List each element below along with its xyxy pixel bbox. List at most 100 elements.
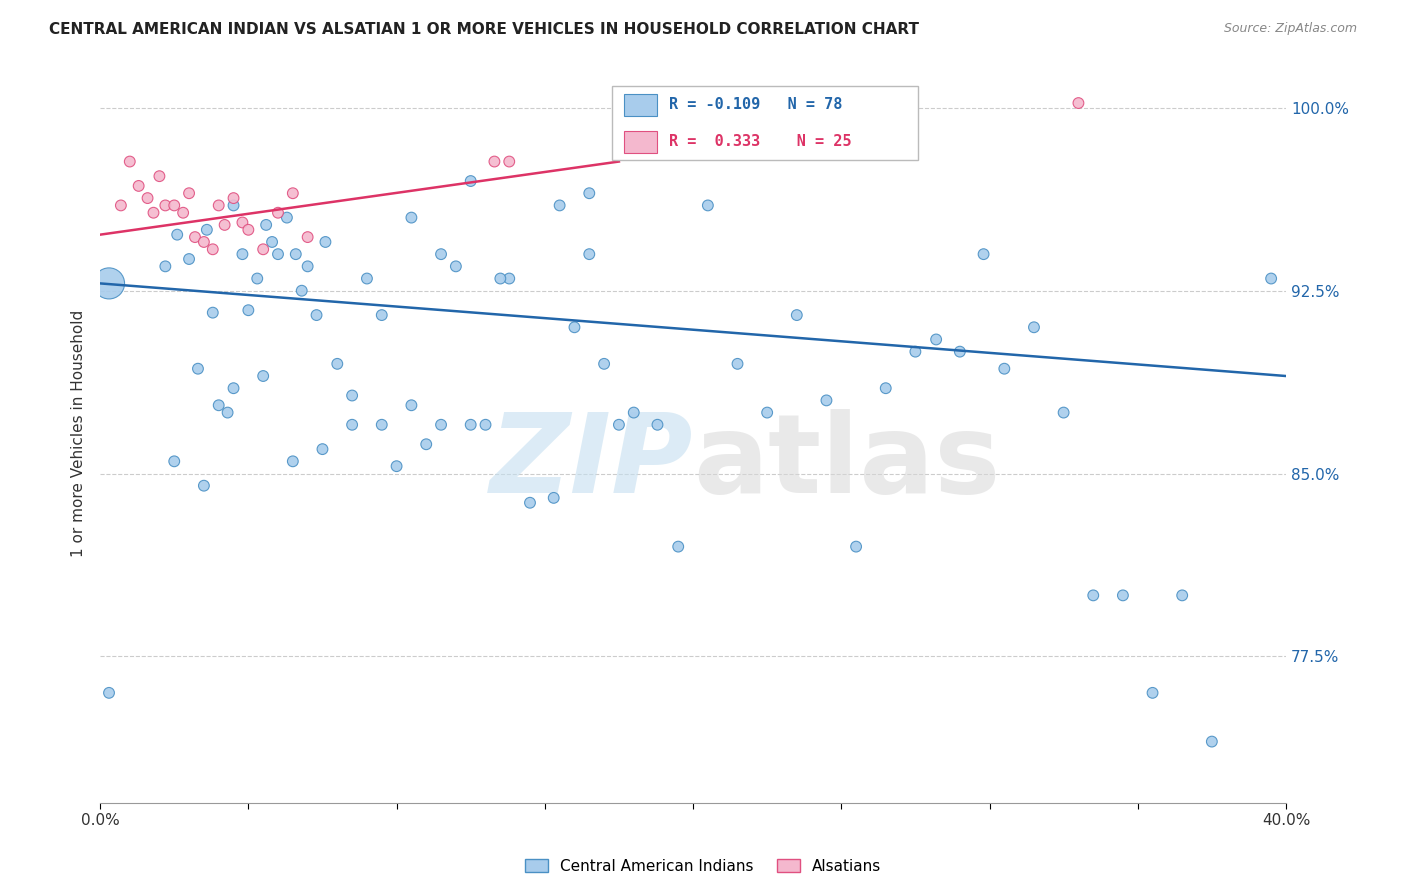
Point <box>201 306 224 320</box>
Point <box>252 242 274 256</box>
Text: CENTRAL AMERICAN INDIAN VS ALSATIAN 1 OR MORE VEHICLES IN HOUSEHOLD CORRELATION : CENTRAL AMERICAN INDIAN VS ALSATIAN 1 OR… <box>49 22 920 37</box>
Point <box>430 417 453 432</box>
Point <box>252 369 274 384</box>
Point <box>267 205 290 219</box>
Point <box>238 303 260 318</box>
Point <box>647 417 669 432</box>
Point <box>222 198 245 212</box>
Point <box>1052 406 1074 420</box>
Point <box>401 211 423 225</box>
Point <box>1022 320 1045 334</box>
Point <box>177 252 200 266</box>
Point <box>578 247 600 261</box>
Point <box>238 223 260 237</box>
Point <box>401 398 423 412</box>
Point <box>474 417 496 432</box>
Point <box>262 235 284 249</box>
Point <box>340 388 363 402</box>
Point <box>172 205 194 219</box>
Point <box>756 406 779 420</box>
Point <box>1142 686 1164 700</box>
Point <box>297 230 319 244</box>
Point <box>297 260 319 274</box>
Point <box>217 406 239 420</box>
Point <box>564 320 586 334</box>
Point <box>222 381 245 395</box>
Point <box>371 417 394 432</box>
Point <box>875 381 897 395</box>
Point <box>430 247 453 261</box>
Point <box>593 357 616 371</box>
Point <box>548 198 571 212</box>
Point <box>925 333 948 347</box>
Point <box>195 223 218 237</box>
Point <box>904 344 927 359</box>
Point <box>184 230 207 244</box>
Point <box>340 417 363 432</box>
Point <box>1171 588 1194 602</box>
Point <box>371 308 394 322</box>
Point <box>163 198 186 212</box>
Point <box>128 178 150 193</box>
Point <box>993 361 1015 376</box>
Point <box>607 417 630 432</box>
Point <box>155 260 177 274</box>
Point <box>326 357 349 371</box>
Point <box>314 235 336 249</box>
Point <box>498 154 520 169</box>
FancyBboxPatch shape <box>613 87 918 160</box>
Point <box>1083 588 1105 602</box>
Point <box>786 308 808 322</box>
Point <box>118 154 141 169</box>
Point <box>208 198 231 212</box>
Point <box>281 186 304 201</box>
Point <box>578 186 600 201</box>
Point <box>311 442 333 457</box>
Point <box>254 218 277 232</box>
Point <box>727 357 749 371</box>
Point <box>148 169 170 183</box>
Point <box>484 154 506 169</box>
Text: ZIP: ZIP <box>489 409 693 516</box>
Point <box>845 540 868 554</box>
Point <box>201 242 224 256</box>
Point <box>142 205 165 219</box>
Point <box>1112 588 1135 602</box>
Point <box>110 198 132 212</box>
Point <box>498 271 520 285</box>
Y-axis label: 1 or more Vehicles in Household: 1 or more Vehicles in Household <box>72 310 86 557</box>
Text: atlas: atlas <box>693 409 1001 516</box>
Point <box>696 198 718 212</box>
Point <box>267 247 290 261</box>
Point <box>193 235 215 249</box>
FancyBboxPatch shape <box>624 94 658 116</box>
Point <box>155 198 177 212</box>
Point <box>356 271 378 285</box>
Point <box>163 454 186 468</box>
Point <box>136 191 159 205</box>
Point <box>305 308 328 322</box>
Legend: Central American Indians, Alsatians: Central American Indians, Alsatians <box>519 853 887 880</box>
Point <box>1067 96 1090 111</box>
Point <box>214 218 236 232</box>
Point <box>444 260 467 274</box>
Point <box>291 284 314 298</box>
Point <box>166 227 188 242</box>
Point <box>519 496 541 510</box>
Point <box>415 437 437 451</box>
Point <box>231 215 253 229</box>
Point <box>208 398 231 412</box>
Point <box>276 211 298 225</box>
Point <box>98 686 121 700</box>
Point <box>231 247 253 261</box>
Point <box>187 361 209 376</box>
Point <box>623 406 645 420</box>
Text: Source: ZipAtlas.com: Source: ZipAtlas.com <box>1223 22 1357 36</box>
Point <box>1260 271 1282 285</box>
Text: R =  0.333    N = 25: R = 0.333 N = 25 <box>669 134 852 149</box>
Point <box>815 393 838 408</box>
Point <box>666 540 689 554</box>
Point <box>1201 734 1223 748</box>
Point <box>193 478 215 492</box>
Point <box>177 186 200 201</box>
